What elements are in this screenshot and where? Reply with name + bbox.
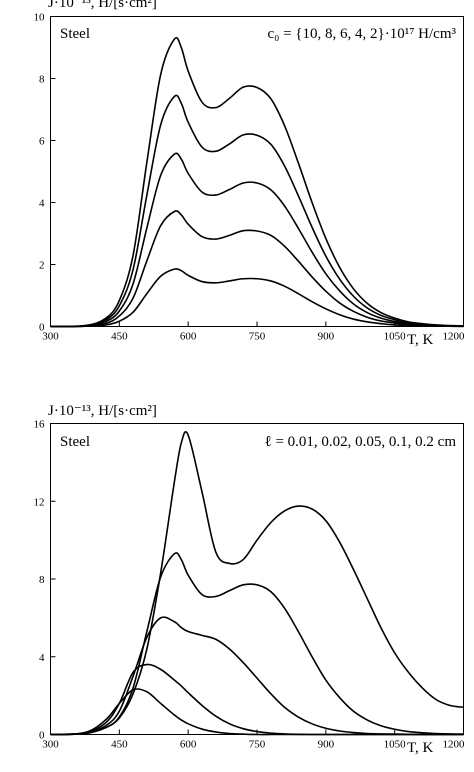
series-group: [50, 36, 464, 328]
legend-text: ℓ = 0.01, 0.02, 0.05, 0.1, 0.2 cm: [265, 434, 457, 450]
x-tick-label: 750: [249, 739, 266, 751]
y-ticks: 0 4 8 12 16: [34, 419, 56, 742]
x-tick-label: 900: [318, 331, 335, 343]
series-group: [50, 431, 464, 736]
material-label: Steel: [60, 434, 90, 450]
y-axis-label: J·10⁻¹³, H/[s·cm²]: [48, 403, 157, 419]
y-tick-label: 0: [39, 730, 45, 742]
series-line-3: [50, 152, 464, 328]
x-axis-label: T, K: [407, 740, 434, 756]
x-tick-label: 750: [249, 331, 266, 343]
x-tick-label: 1050: [384, 739, 407, 751]
series-line-4: [50, 210, 464, 328]
x-tick-label: 300: [42, 331, 59, 343]
y-ticks: 0 2 4 6 8 10: [34, 12, 56, 334]
x-ticks: 300 450 600 750 900 1050 1200: [42, 321, 466, 343]
series-line-2: [50, 94, 464, 328]
plot-frame: [50, 423, 464, 735]
x-tick-label: 600: [180, 739, 197, 751]
x-tick-label: 900: [318, 739, 335, 751]
x-tick-label: 300: [42, 739, 59, 751]
y-tick-label: 12: [34, 496, 45, 508]
chart-top: J·10⁻¹³, H/[s·cm²] Steel c₀ = {10, 8, 6,…: [34, 0, 466, 348]
x-tick-label: 1200: [443, 739, 466, 751]
y-tick-label: 8: [39, 574, 45, 586]
plot-frame: [50, 16, 464, 327]
series-line-5: [50, 268, 464, 328]
x-tick-label: 450: [111, 739, 128, 751]
y-tick-label: 4: [39, 652, 45, 664]
y-tick-label: 16: [34, 419, 46, 431]
y-tick-label: 4: [39, 198, 45, 210]
x-axis-label: T, K: [407, 332, 434, 348]
y-tick-label: 0: [39, 322, 45, 334]
series-line-3: [50, 616, 464, 736]
series-line-1: [50, 431, 464, 736]
series-line-1: [50, 36, 464, 328]
y-tick-label: 10: [34, 12, 46, 24]
material-label: Steel: [60, 26, 90, 42]
chart-bottom: J·10⁻¹³, H/[s·cm²] Steel ℓ = 0.01, 0.02,…: [34, 403, 466, 756]
y-tick-label: 6: [39, 136, 45, 148]
y-tick-label: 8: [39, 74, 45, 86]
x-tick-label: 600: [180, 331, 197, 343]
y-tick-label: 2: [39, 260, 45, 272]
y-axis-label: J·10⁻¹³, H/[s·cm²]: [48, 0, 157, 11]
x-ticks: 300 450 600 750 900 1050 1200: [42, 729, 466, 751]
x-tick-label: 450: [111, 331, 128, 343]
series-line-2: [50, 552, 464, 736]
series-line-5: [50, 688, 464, 736]
x-tick-label: 1200: [443, 331, 466, 343]
x-tick-label: 1050: [384, 331, 407, 343]
legend-text: c₀ = {10, 8, 6, 4, 2}·10¹⁷ H/cm³: [267, 26, 456, 42]
